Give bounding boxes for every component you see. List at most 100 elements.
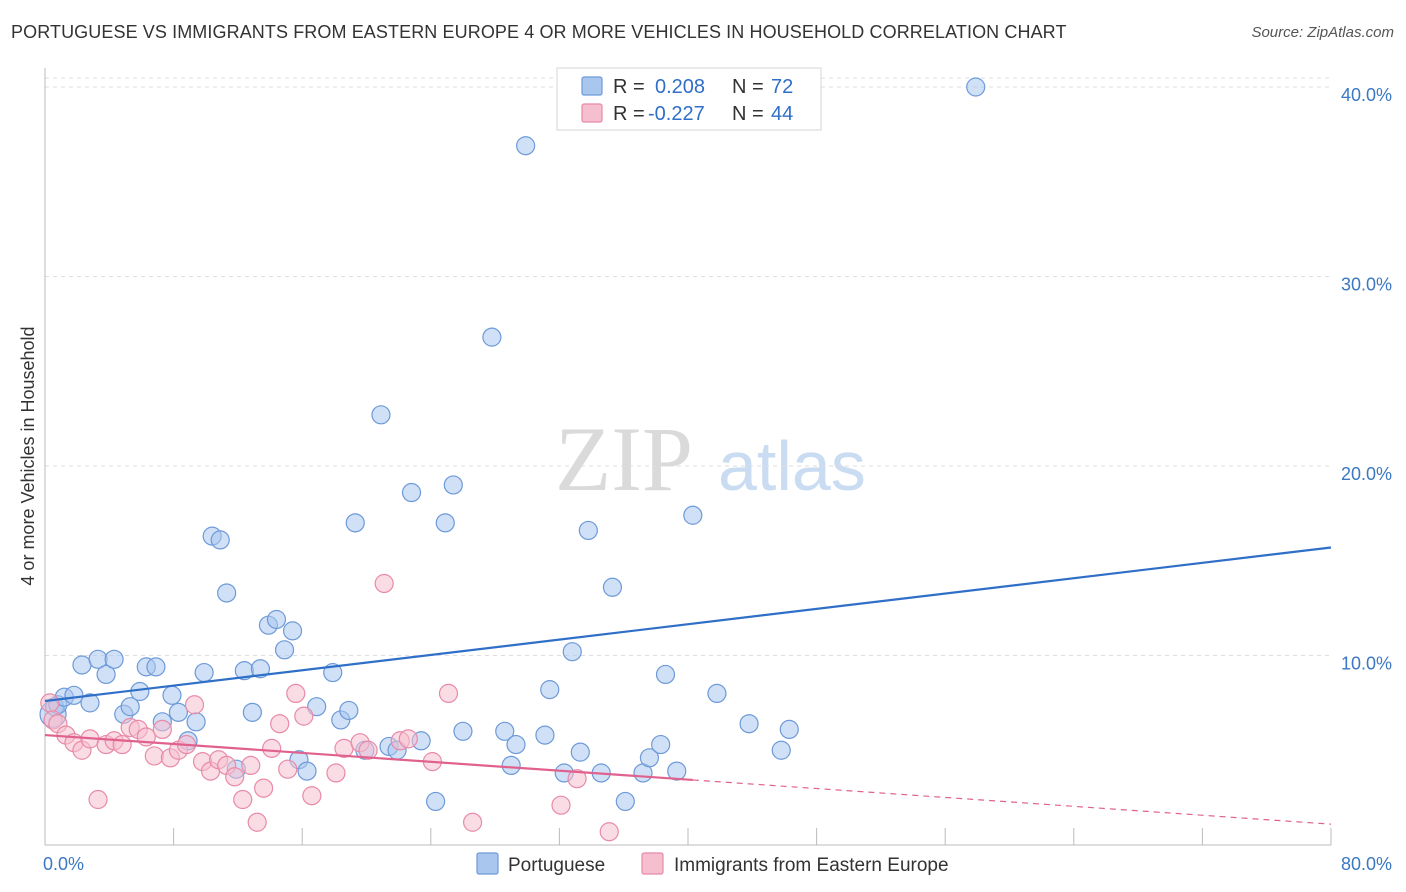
- eastern-europe-point-41: [398, 729, 418, 749]
- y-axis-title: 4 or more Vehicles in Household: [18, 326, 38, 585]
- x-tick-label-left: 0.0%: [43, 854, 84, 874]
- grid-lines: [45, 77, 1331, 656]
- eastern-europe-point-38: [358, 740, 378, 760]
- eastern-europe-point-43: [438, 683, 459, 704]
- portuguese-point-27: [250, 659, 271, 679]
- eastern-europe-point-46: [567, 769, 587, 789]
- trend-line-eastern-europe-extension: [692, 779, 1332, 825]
- portuguese-point-30: [274, 640, 295, 660]
- portuguese-point-11: [120, 697, 140, 717]
- bottom-legend-swatch-eastern-europe: [641, 852, 664, 875]
- legend-r-value-2: -0.227: [648, 103, 705, 125]
- portuguese-point-20: [194, 662, 214, 683]
- portuguese-point-8: [96, 664, 116, 685]
- portuguese-point-49: [482, 327, 502, 347]
- portuguese-point-71: [771, 740, 791, 760]
- portuguese-point-26: [242, 702, 262, 722]
- portuguese-point-19: [186, 712, 206, 732]
- watermark-zip: ZIP: [555, 408, 693, 510]
- legend-r-label-2: R =: [613, 103, 645, 125]
- eastern-europe-point-28: [254, 778, 274, 798]
- portuguese-point-14: [146, 657, 166, 677]
- portuguese-point-72: [779, 719, 799, 740]
- portuguese-point-51: [506, 734, 526, 755]
- portuguese-point-65: [651, 734, 671, 755]
- eastern-europe-point-19: [184, 695, 205, 715]
- portuguese-point-33: [297, 761, 317, 781]
- trend-lines: [44, 546, 1332, 825]
- portuguese-point-5: [72, 655, 92, 675]
- portuguese-point-61: [602, 577, 623, 597]
- portuguese-point-16: [162, 685, 182, 705]
- portuguese-point-73: [966, 77, 986, 97]
- chart-title: PORTUGUESE VS IMMIGRANTS FROM EASTERN EU…: [11, 22, 1067, 42]
- eastern-europe-point-35: [326, 763, 346, 783]
- eastern-europe-point-14: [144, 746, 164, 766]
- portuguese-point-59: [578, 520, 598, 541]
- eastern-europe-point-33: [294, 706, 314, 726]
- portuguese-point-69: [707, 683, 727, 704]
- watermark: ZIP atlas: [555, 408, 866, 510]
- portuguese-point-52: [501, 755, 521, 776]
- eastern-europe-point-39: [374, 573, 394, 594]
- legend-r-label-1: R =: [613, 76, 645, 98]
- portuguese-point-64: [639, 748, 660, 768]
- legend-swatch-eastern-europe: [581, 103, 603, 123]
- legend-n-label-1: N =: [732, 76, 764, 98]
- portuguese-point-48: [453, 721, 473, 741]
- eastern-europe-point-25: [233, 789, 253, 810]
- portuguese-point-70: [739, 714, 759, 734]
- portuguese-point-38: [345, 513, 365, 533]
- trend-line-eastern-europe: [44, 733, 693, 782]
- portuguese-point-17: [168, 702, 189, 722]
- legend-n-value-1: 72: [771, 76, 793, 98]
- legend-r-value-1: 0.208: [655, 76, 705, 98]
- portuguese-point-4: [64, 685, 84, 705]
- series-legend: Portuguese Immigrants from Eastern Europ…: [476, 852, 949, 876]
- portuguese-point-58: [570, 742, 590, 762]
- eastern-europe-point-45: [551, 795, 571, 815]
- portuguese-point-9: [104, 649, 124, 669]
- portuguese-point-22: [210, 530, 230, 550]
- eastern-europe-point-27: [247, 812, 267, 832]
- portuguese-point-68: [683, 505, 703, 525]
- eastern-europe-point-7: [88, 789, 108, 810]
- y-tick-labels: 10.0% 20.0% 30.0% 40.0%: [1341, 85, 1392, 674]
- portuguese-point-34: [307, 697, 327, 717]
- eastern-europe-point-30: [270, 714, 290, 734]
- portuguese-point-23: [217, 583, 237, 603]
- trend-line-portuguese: [44, 546, 1332, 703]
- eastern-europe-point-15: [152, 719, 172, 740]
- x-tick-label-right: 80.0%: [1341, 854, 1392, 874]
- portuguese-point-53: [516, 136, 536, 156]
- portuguese-point-31: [282, 621, 303, 641]
- y-tick-label-2: 30.0%: [1341, 275, 1392, 295]
- portuguese-point-29: [266, 609, 287, 630]
- bottom-legend-label-portuguese: Portuguese: [508, 855, 605, 876]
- portuguese-point-40: [371, 405, 391, 425]
- eastern-europe-point-34: [302, 786, 322, 806]
- eastern-europe-point-24: [225, 767, 245, 787]
- portuguese-point-50: [495, 721, 515, 741]
- legend-n-label-2: N =: [732, 103, 764, 125]
- eastern-europe-point-31: [278, 759, 298, 779]
- series-eastern-europe-points: [40, 573, 619, 842]
- portuguese-point-54: [535, 725, 555, 745]
- legend-swatch-portuguese: [581, 76, 603, 96]
- eastern-europe-point-0: [40, 693, 60, 713]
- source-credit: Source: ZipAtlas.com: [1251, 24, 1394, 41]
- eastern-europe-point-44: [462, 812, 483, 832]
- portuguese-point-46: [435, 513, 455, 533]
- y-tick-label-3: 40.0%: [1341, 85, 1392, 105]
- portuguese-point-67: [667, 761, 687, 781]
- portuguese-point-62: [615, 791, 635, 812]
- portuguese-point-55: [540, 680, 560, 700]
- stats-legend: R = 0.208 N = 72 R = -0.227 N = 44: [556, 67, 822, 131]
- bottom-legend-swatch-portuguese: [476, 852, 499, 875]
- series-portuguese-points: [39, 77, 986, 812]
- eastern-europe-point-10: [112, 734, 132, 755]
- eastern-europe-point-26: [241, 755, 261, 776]
- y-tick-label-0: 10.0%: [1341, 654, 1392, 674]
- bottom-legend-label-eastern-europe: Immigrants from Eastern Europe: [674, 855, 949, 876]
